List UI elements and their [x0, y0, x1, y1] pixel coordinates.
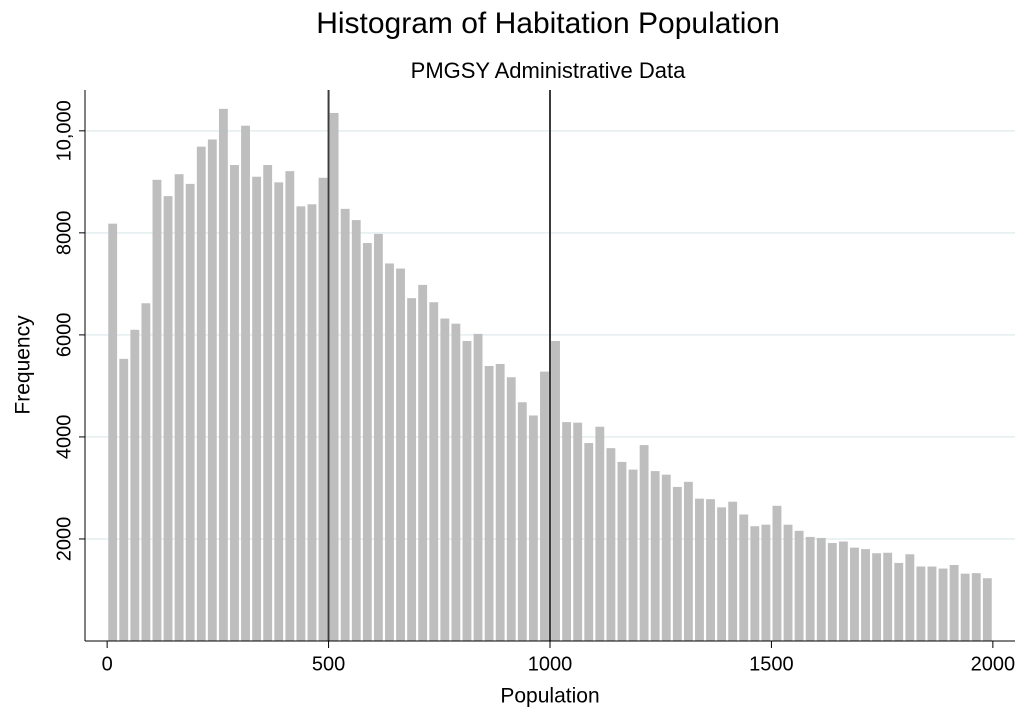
bar — [318, 177, 328, 642]
bar — [440, 318, 450, 641]
bar — [971, 573, 981, 641]
bar — [573, 422, 583, 641]
bar — [506, 377, 516, 641]
y-tick-label: 6000 — [53, 313, 75, 358]
bar — [141, 303, 151, 641]
bar — [772, 505, 782, 641]
bar — [373, 233, 383, 641]
bar — [761, 524, 771, 641]
bar — [794, 530, 804, 641]
bar — [606, 448, 616, 641]
x-axis-label: Population — [500, 685, 599, 708]
bar — [960, 573, 970, 641]
bar — [451, 323, 461, 641]
bar — [540, 371, 549, 641]
bar — [628, 469, 638, 641]
bar — [174, 174, 184, 642]
bar — [683, 481, 693, 641]
bar — [595, 426, 605, 641]
bar — [473, 333, 483, 641]
x-tick-label: 0 — [102, 653, 113, 675]
bar — [163, 196, 173, 641]
bar — [418, 284, 428, 641]
bar — [108, 223, 118, 641]
bar — [495, 363, 505, 641]
y-tick-label: 2000 — [53, 517, 75, 562]
x-tick-label: 500 — [312, 653, 345, 675]
bar — [274, 182, 284, 642]
y-tick-label: 10,000 — [53, 100, 75, 161]
bar — [196, 146, 206, 641]
bar — [517, 402, 527, 641]
bar — [230, 164, 239, 641]
bar — [429, 302, 439, 641]
x-tick-label: 1000 — [528, 653, 573, 675]
bar — [927, 566, 937, 641]
bar — [805, 536, 815, 641]
bar — [407, 298, 417, 641]
bar — [218, 108, 228, 642]
bar — [617, 461, 627, 641]
bar — [728, 501, 738, 641]
bar — [207, 139, 217, 641]
bar — [838, 541, 848, 641]
bar — [750, 526, 760, 641]
bar — [285, 171, 295, 641]
bar — [739, 514, 749, 641]
bar — [717, 507, 727, 641]
bar — [706, 499, 715, 641]
bar — [340, 208, 350, 641]
bar — [861, 549, 870, 641]
bar — [462, 341, 472, 641]
bar — [827, 543, 837, 641]
bar — [130, 329, 140, 641]
bar — [562, 422, 572, 641]
bar — [905, 554, 915, 641]
bar — [672, 486, 682, 641]
bar — [783, 524, 793, 641]
bar — [695, 498, 704, 641]
chart-subtitle: PMGSY Administrative Data — [411, 58, 686, 83]
bar — [263, 164, 273, 641]
bar — [296, 206, 306, 642]
bar — [584, 443, 594, 641]
bar — [484, 366, 494, 641]
bar — [661, 474, 671, 641]
y-tick-label: 8000 — [53, 211, 75, 256]
bar — [528, 415, 538, 641]
bar — [883, 552, 893, 641]
y-axis-label: Frequency — [12, 315, 35, 415]
bar — [329, 112, 339, 642]
bar — [119, 358, 129, 641]
bar — [982, 578, 992, 641]
chart-title: Histogram of Habitation Population — [316, 7, 780, 40]
bar — [872, 553, 882, 641]
bar — [850, 547, 859, 641]
bar — [650, 471, 660, 641]
bar — [362, 243, 372, 642]
bar — [185, 183, 195, 641]
bar — [916, 566, 926, 641]
bar — [639, 445, 649, 641]
bar — [894, 562, 904, 641]
x-tick-label: 2000 — [971, 653, 1016, 675]
bar — [949, 564, 959, 641]
bar — [816, 537, 826, 641]
bar — [396, 268, 405, 641]
y-tick-label: 4000 — [53, 415, 75, 460]
bar — [241, 125, 250, 642]
bar — [385, 263, 394, 641]
x-tick-label: 1500 — [749, 653, 794, 675]
bar — [551, 341, 560, 641]
bar — [252, 176, 262, 641]
bar — [152, 179, 162, 641]
bar — [307, 204, 317, 641]
bar — [938, 568, 948, 641]
bar — [351, 220, 361, 641]
